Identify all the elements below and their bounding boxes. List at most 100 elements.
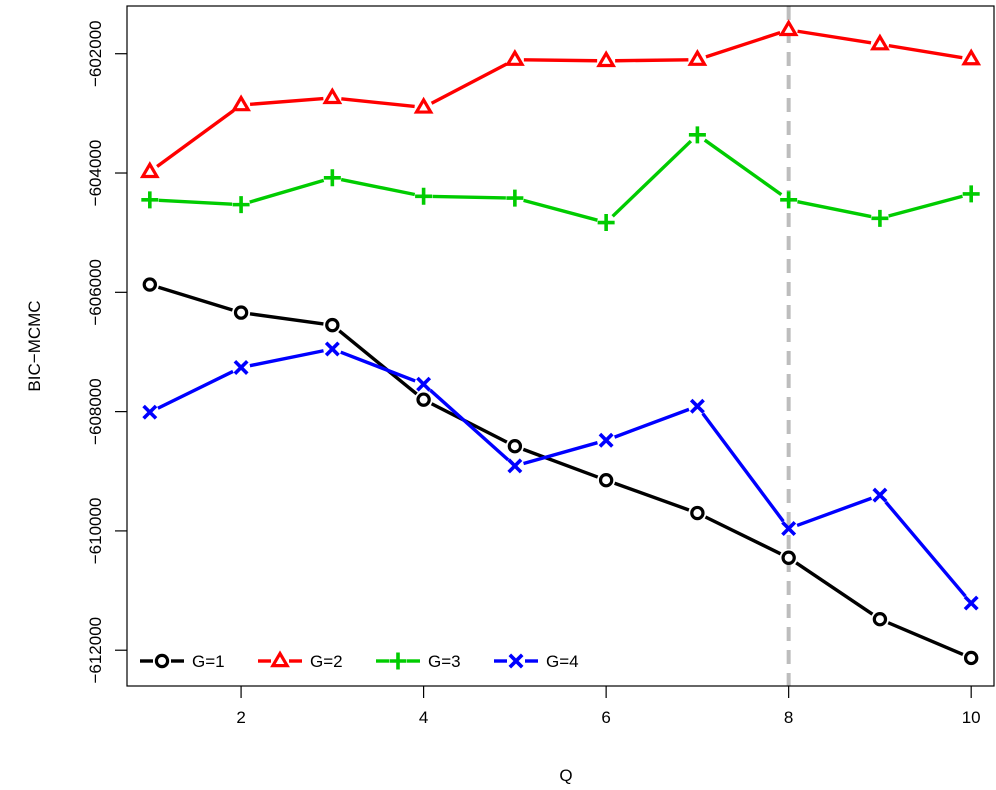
y-tick-label: −602000	[86, 20, 105, 87]
data-point	[871, 209, 889, 227]
series-layer	[139, 19, 982, 666]
data-point	[323, 169, 341, 187]
series-segment	[432, 194, 506, 200]
y-axis-title: BIC−MCMC	[25, 300, 44, 391]
series-segment	[430, 62, 508, 105]
data-point	[961, 48, 982, 66]
series-segment	[249, 96, 324, 107]
series-segment	[614, 481, 690, 512]
y-tick-label: −610000	[86, 498, 105, 565]
y-tick-label: −608000	[86, 378, 105, 445]
series-segment	[522, 447, 599, 479]
data-point	[233, 360, 249, 375]
data-point	[506, 189, 524, 207]
series-segment	[249, 178, 325, 204]
legend-label: G=2	[310, 652, 343, 671]
axes: 2 4 6 8 10 −612000 −610000 −608000 −606000 −60400…	[86, 5, 995, 727]
data-point	[962, 185, 980, 203]
data-point	[963, 650, 979, 666]
legend-item: G=4	[494, 652, 579, 671]
y-tick-label: −606000	[86, 259, 105, 326]
series-segment	[703, 138, 783, 197]
data-point	[415, 187, 433, 205]
data-point	[322, 87, 343, 105]
series-segment	[796, 496, 873, 528]
series-segment	[705, 31, 781, 59]
data-point	[324, 341, 340, 357]
series-segment	[888, 194, 963, 218]
data-point	[690, 505, 705, 521]
series-g1	[142, 277, 979, 666]
data-point	[780, 191, 798, 209]
series-segment	[615, 58, 689, 63]
data-point	[504, 49, 525, 66]
series-g4	[142, 341, 979, 611]
data-point	[416, 376, 432, 392]
data-point	[963, 595, 979, 611]
data-point	[508, 653, 524, 669]
data-point	[233, 305, 249, 320]
series-segment	[341, 97, 415, 109]
data-point	[507, 458, 523, 474]
series-segment	[157, 369, 234, 410]
y-tick-label: −604000	[86, 140, 105, 207]
data-point	[598, 432, 614, 448]
series-g2	[139, 19, 982, 179]
series-segment	[887, 621, 964, 657]
series-segment	[340, 177, 416, 197]
data-point	[781, 521, 797, 536]
series-segment	[340, 350, 416, 383]
legend-label: G=3	[428, 652, 461, 671]
series-segment	[157, 285, 233, 312]
series-segment	[158, 198, 233, 206]
series-segment	[338, 329, 418, 396]
series-segment	[797, 199, 872, 219]
data-point	[270, 650, 290, 668]
plot-border	[126, 5, 995, 687]
series-segment	[704, 515, 782, 556]
series-segment	[797, 29, 872, 45]
legend-item: G=2	[258, 650, 343, 671]
data-point	[139, 161, 160, 179]
x-tick-label: 10	[962, 708, 981, 727]
x-tick-label: 6	[601, 708, 610, 727]
x-tick-label: 2	[236, 708, 245, 727]
data-point	[872, 611, 888, 627]
series-segment	[795, 561, 874, 616]
data-point	[872, 487, 888, 503]
data-point	[870, 33, 890, 51]
legend-item: G=3	[376, 652, 461, 671]
series-segment	[611, 139, 693, 218]
data-point	[596, 50, 617, 68]
series-segment	[249, 312, 324, 326]
series-segment	[156, 108, 235, 168]
y-tick-label: −612000	[86, 617, 105, 684]
legend: G=1 G=2 G=3 G=4	[140, 650, 579, 671]
series-segment	[884, 500, 967, 598]
data-point	[232, 196, 250, 214]
data-point	[141, 191, 159, 209]
data-point	[778, 19, 799, 37]
data-point	[416, 392, 431, 407]
x-axis-title: Q	[559, 766, 572, 785]
series-segment	[888, 43, 963, 60]
series-segment	[429, 388, 510, 462]
data-point	[781, 550, 796, 565]
data-point	[389, 652, 407, 670]
data-point	[507, 439, 523, 454]
legend-label: G=1	[192, 652, 225, 671]
series-segment	[523, 441, 598, 466]
data-point	[688, 126, 706, 144]
data-point	[413, 96, 434, 114]
series-segment	[523, 198, 598, 222]
series-segment	[613, 407, 690, 439]
data-point	[689, 398, 705, 414]
data-point	[325, 317, 340, 333]
legend-item: G=1	[140, 652, 225, 671]
data-point	[142, 277, 158, 292]
series-segment	[249, 349, 324, 368]
data-point	[598, 473, 614, 488]
series-segment	[523, 58, 598, 63]
data-point	[154, 653, 170, 669]
